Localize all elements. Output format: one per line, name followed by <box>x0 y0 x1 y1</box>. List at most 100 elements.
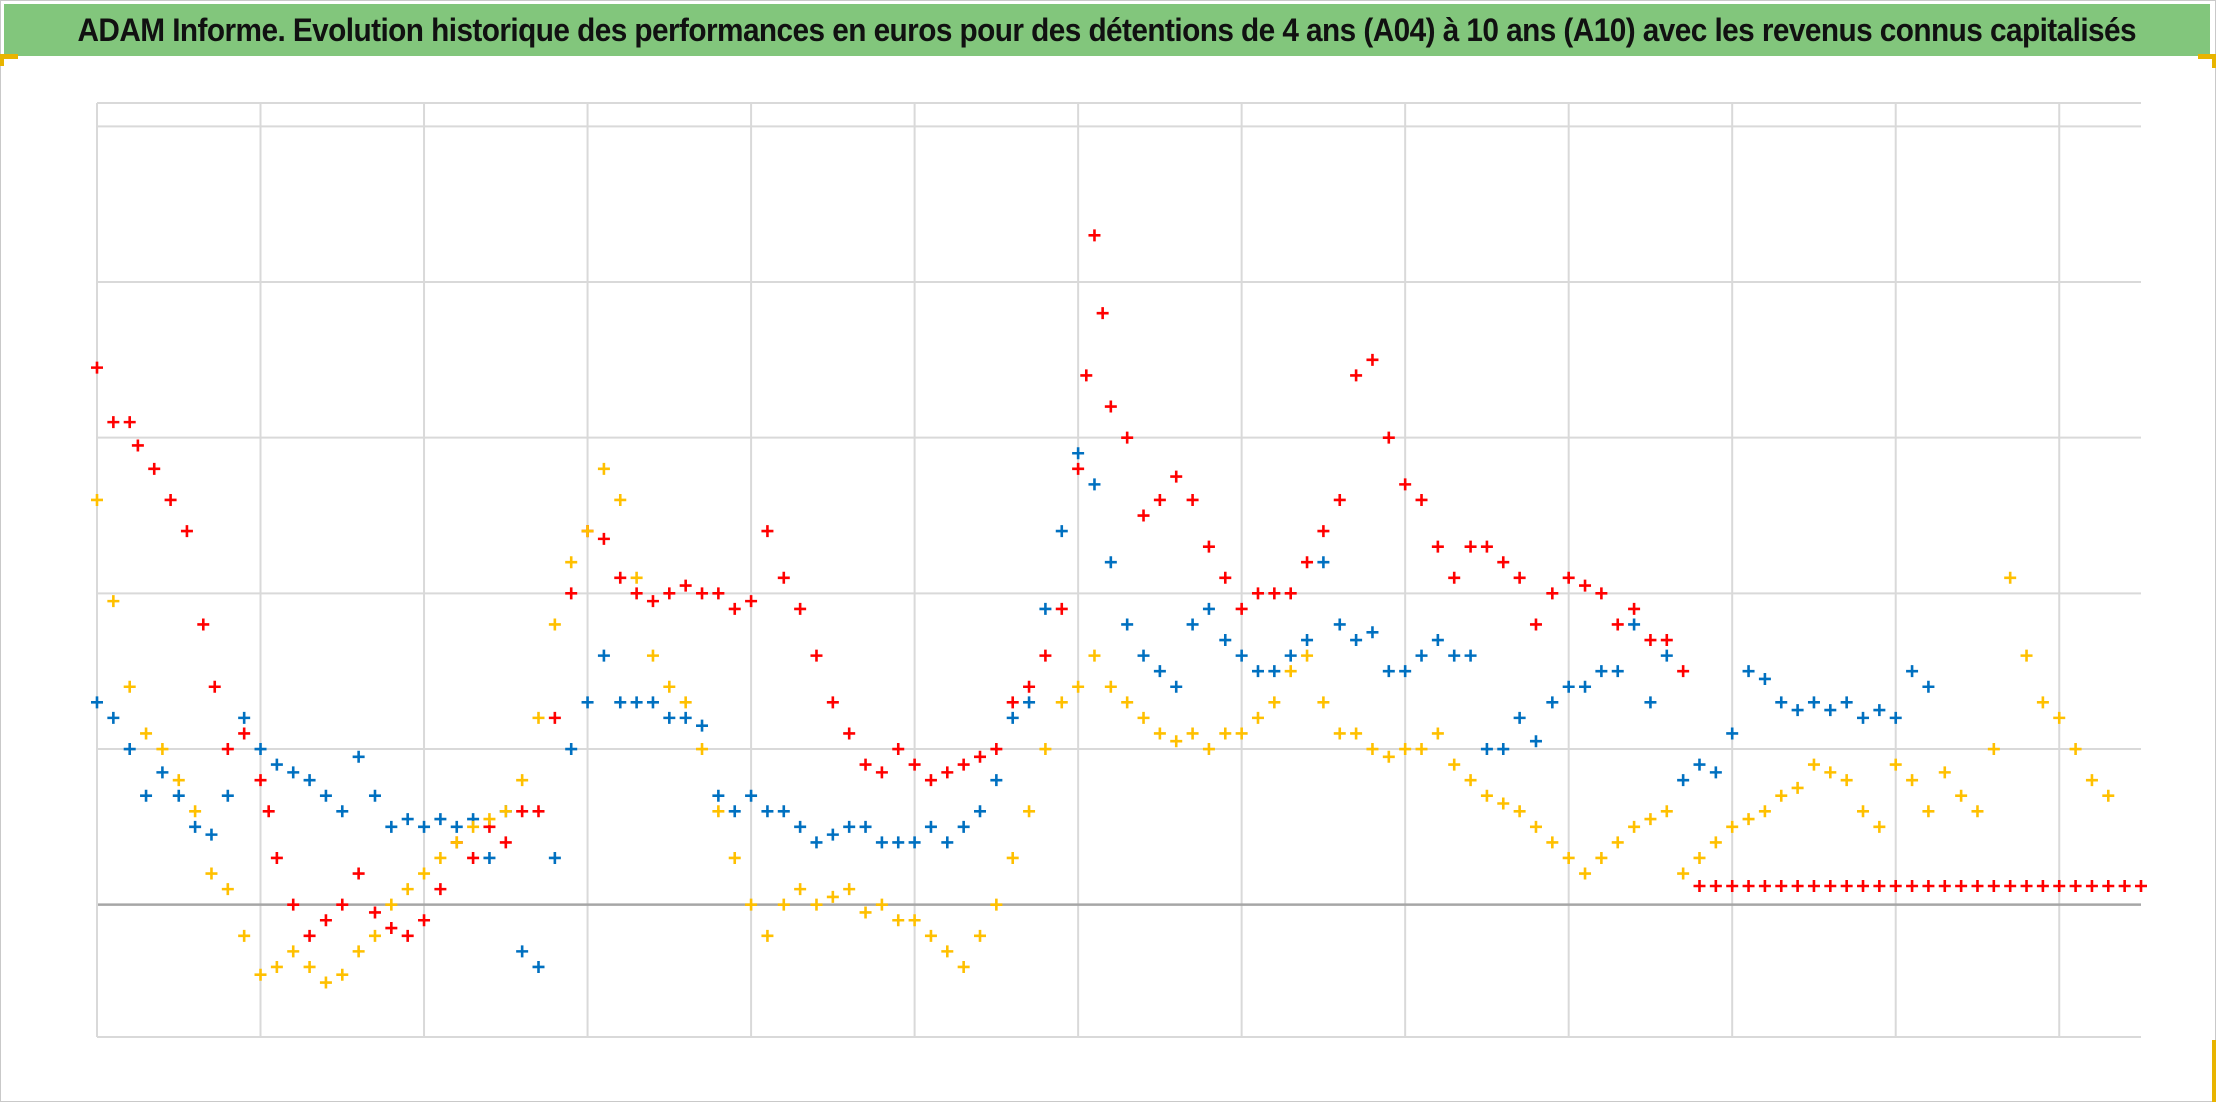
plus-marker <box>1333 493 1346 506</box>
plus-marker <box>941 766 954 779</box>
plus-marker <box>1186 727 1199 740</box>
plus-marker <box>1023 680 1036 693</box>
plus-marker <box>1448 758 1461 771</box>
plus-marker <box>1186 493 1199 506</box>
plus-marker <box>646 595 659 608</box>
plus-marker <box>1824 766 1837 779</box>
plus-marker <box>1726 880 1739 893</box>
plus-marker <box>826 828 839 841</box>
plus-marker <box>140 727 153 740</box>
plus-marker <box>1202 743 1215 756</box>
plus-marker <box>401 883 414 896</box>
plus-marker <box>123 680 136 693</box>
plus-marker <box>238 929 251 942</box>
plus-marker <box>418 820 431 833</box>
plus-marker <box>172 789 185 802</box>
plus-marker <box>385 898 398 911</box>
plus-marker <box>270 758 283 771</box>
plus-marker <box>123 743 136 756</box>
plus-marker <box>1170 735 1183 748</box>
plus-marker <box>1497 797 1510 810</box>
plus-marker <box>1758 805 1771 818</box>
plus-marker <box>1873 880 1886 893</box>
plus-marker <box>1693 851 1706 864</box>
plus-marker <box>1562 571 1575 584</box>
plus-marker <box>1987 743 2000 756</box>
plus-marker <box>1235 649 1248 662</box>
plus-marker <box>336 968 349 981</box>
plus-marker <box>1039 743 1052 756</box>
plus-marker <box>1611 665 1624 678</box>
plus-marker <box>352 867 365 880</box>
plus-marker <box>1889 758 1902 771</box>
plus-marker <box>663 587 676 600</box>
plus-marker <box>1350 727 1363 740</box>
plus-marker <box>1595 665 1608 678</box>
plus-marker <box>2020 880 2033 893</box>
series-2 <box>91 462 2115 989</box>
plus-marker <box>1055 696 1068 709</box>
plus-marker <box>1807 758 1820 771</box>
plus-marker <box>516 945 529 958</box>
plus-marker <box>614 696 627 709</box>
plus-marker <box>990 774 1003 787</box>
plus-marker <box>1693 758 1706 771</box>
plus-marker <box>1153 665 1166 678</box>
plus-marker <box>499 805 512 818</box>
plus-marker <box>368 929 381 942</box>
plus-marker <box>941 836 954 849</box>
plus-marker <box>1023 805 1036 818</box>
plus-marker <box>1301 556 1314 569</box>
plus-marker <box>1513 711 1526 724</box>
plus-marker <box>352 750 365 763</box>
plus-marker <box>1202 602 1215 615</box>
plus-marker <box>270 960 283 973</box>
plus-marker <box>238 711 251 724</box>
plus-marker <box>597 532 610 545</box>
plus-marker <box>91 696 103 709</box>
plus-marker <box>1873 820 1886 833</box>
plus-marker <box>777 571 790 584</box>
plus-marker <box>1513 805 1526 818</box>
plus-marker <box>548 851 561 864</box>
plus-marker <box>1775 789 1788 802</box>
plus-marker <box>1039 649 1052 662</box>
plus-marker <box>548 711 561 724</box>
plus-marker <box>843 727 856 740</box>
plus-marker <box>1366 626 1379 639</box>
plus-marker <box>1726 727 1739 740</box>
plus-marker <box>1857 711 1870 724</box>
plus-marker <box>1235 602 1248 615</box>
plus-marker <box>1366 353 1379 366</box>
plus-marker <box>974 805 987 818</box>
plus-marker <box>1644 634 1657 647</box>
plus-marker <box>434 883 447 896</box>
plus-marker <box>990 898 1003 911</box>
plus-marker <box>1480 743 1493 756</box>
plus-marker <box>597 649 610 662</box>
plus-marker <box>581 525 594 538</box>
plus-marker <box>728 602 741 615</box>
plus-marker <box>908 836 921 849</box>
plus-marker <box>1121 618 1134 631</box>
plus-marker <box>1251 711 1264 724</box>
plus-marker <box>941 945 954 958</box>
plus-marker <box>180 525 193 538</box>
plus-marker <box>1562 680 1575 693</box>
plus-marker <box>761 929 774 942</box>
plus-marker <box>1186 618 1199 631</box>
corner-accent-top-left-vertical <box>0 54 4 66</box>
plus-marker <box>777 898 790 911</box>
plus-marker <box>1072 462 1085 475</box>
plus-marker <box>1807 880 1820 893</box>
plus-marker <box>1301 634 1314 647</box>
plus-marker <box>1497 556 1510 569</box>
plus-marker <box>1137 649 1150 662</box>
plus-marker <box>1088 649 1101 662</box>
plus-marker <box>401 929 414 942</box>
plus-marker <box>2102 880 2115 893</box>
plus-marker <box>208 680 221 693</box>
plus-marker <box>1628 618 1641 631</box>
series-1 <box>91 447 1935 973</box>
corner-accent-bottom-right <box>2212 1040 2216 1102</box>
